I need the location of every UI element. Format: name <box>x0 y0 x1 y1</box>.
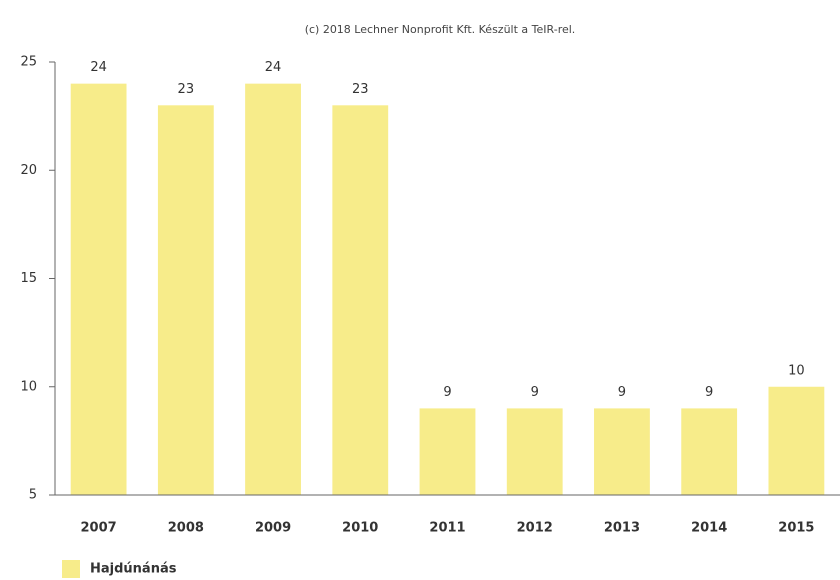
x-tick-label: 2012 <box>517 521 553 536</box>
chart-title: (c) 2018 Lechner Nonprofit Kft. Készült … <box>305 23 576 36</box>
legend-swatch <box>62 560 80 578</box>
x-tick-label: 2007 <box>81 521 117 536</box>
legend-label: Hajdúnánás <box>90 562 177 577</box>
y-tick-label: 10 <box>20 379 37 394</box>
y-tick-label: 25 <box>20 55 37 70</box>
x-tick-label: 2010 <box>342 521 378 536</box>
x-tick-label: 2013 <box>604 521 640 536</box>
data-label: 23 <box>352 82 369 97</box>
bar <box>506 408 563 495</box>
data-label: 9 <box>443 385 451 400</box>
data-label: 24 <box>90 60 107 75</box>
y-tick-label: 5 <box>29 488 37 503</box>
data-label: 23 <box>178 82 195 97</box>
data-label: 9 <box>618 385 626 400</box>
bar <box>594 408 650 495</box>
data-label: 10 <box>788 363 805 378</box>
bar <box>419 408 476 495</box>
x-tick-label: 2008 <box>168 521 204 536</box>
data-label: 9 <box>531 385 539 400</box>
data-label: 9 <box>705 385 713 400</box>
data-label: 24 <box>265 60 282 75</box>
bar <box>245 83 301 496</box>
y-tick-label: 15 <box>20 271 37 286</box>
bar <box>157 105 214 496</box>
bar <box>681 408 738 495</box>
y-tick-label: 20 <box>20 163 37 178</box>
x-tick-label: 2009 <box>255 521 291 536</box>
bar <box>70 83 127 496</box>
bar <box>768 386 825 495</box>
x-tick-label: 2011 <box>429 521 465 536</box>
x-tick-label: 2014 <box>691 521 727 536</box>
x-tick-label: 2015 <box>778 521 814 536</box>
bar <box>332 105 389 496</box>
